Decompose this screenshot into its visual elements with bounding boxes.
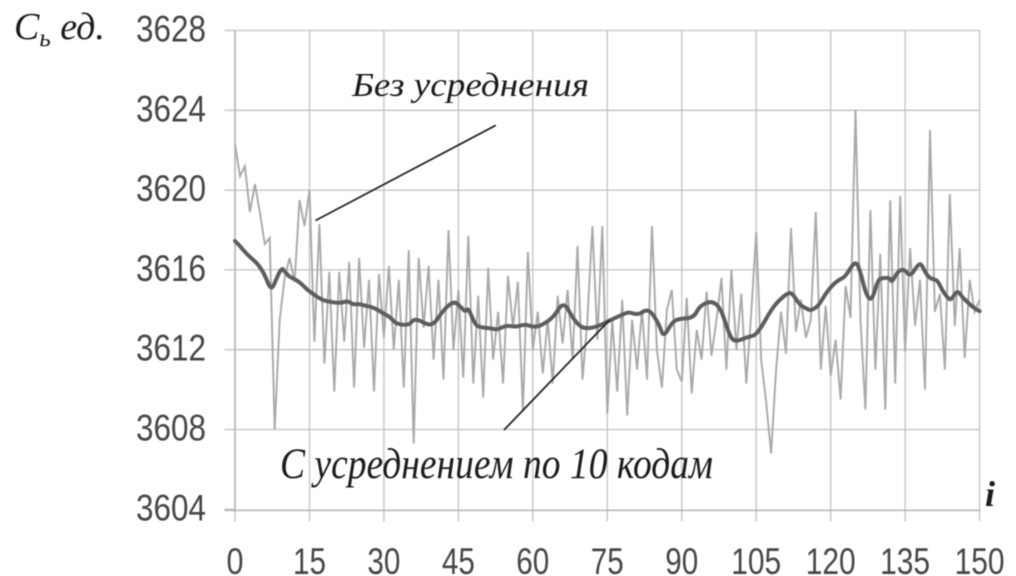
svg-text:3604: 3604	[136, 487, 206, 528]
svg-text:3616: 3616	[136, 248, 206, 289]
svg-text:С усреднением по 10 кодам: С усреднением по 10 кодам	[280, 441, 713, 488]
svg-text:45: 45	[442, 541, 475, 576]
svg-text:0: 0	[227, 541, 244, 576]
svg-text:i: i	[985, 474, 995, 514]
svg-text:30: 30	[367, 541, 400, 576]
svg-text:3624: 3624	[136, 88, 206, 129]
svg-text:Cь ед.: Cь ед.	[14, 6, 105, 52]
svg-text:3612: 3612	[136, 328, 206, 369]
svg-text:75: 75	[591, 541, 624, 576]
svg-text:60: 60	[516, 541, 549, 576]
svg-text:Без усреднения: Без усреднения	[351, 67, 589, 104]
svg-text:3628: 3628	[136, 9, 206, 50]
svg-text:90: 90	[665, 541, 698, 576]
svg-text:3620: 3620	[136, 168, 206, 209]
svg-text:120: 120	[806, 541, 856, 576]
svg-text:15: 15	[293, 541, 326, 576]
svg-text:135: 135	[880, 541, 930, 576]
svg-text:150: 150	[955, 541, 1005, 576]
svg-text:3608: 3608	[136, 408, 206, 449]
svg-text:105: 105	[731, 541, 781, 576]
